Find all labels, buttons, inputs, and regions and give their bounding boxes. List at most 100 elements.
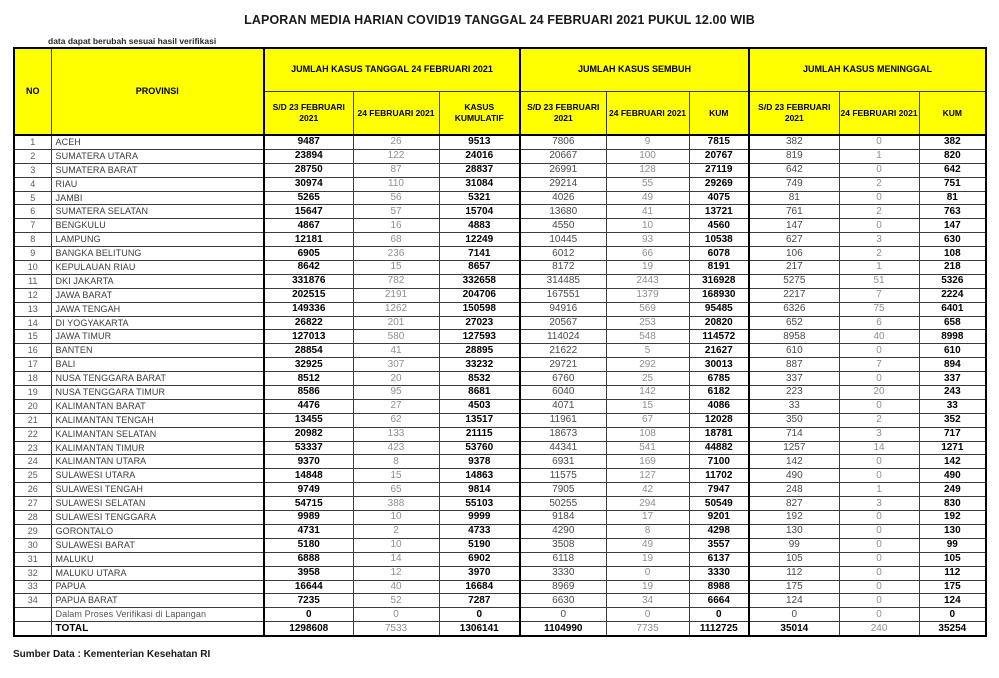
value-cell: 9814 xyxy=(438,482,521,498)
value-cell: 33 xyxy=(918,398,987,414)
value-cell: 6182 xyxy=(688,385,750,400)
value-cell: 7100 xyxy=(688,454,750,470)
value-cell: 5326 xyxy=(918,273,987,289)
value-cell: 0 xyxy=(263,607,354,623)
province-name: BENGKULU xyxy=(50,218,265,234)
value-cell: 7815 xyxy=(688,134,750,150)
province-name: SUMATERA UTARA xyxy=(50,148,265,164)
value-cell: 10445 xyxy=(519,232,607,248)
value-cell: 8586 xyxy=(263,385,354,400)
value-cell: 0 xyxy=(838,537,920,553)
value-cell: 33 xyxy=(748,398,840,414)
value-cell: 29721 xyxy=(519,357,607,373)
value-cell: 105 xyxy=(918,551,987,567)
row-number: 3 xyxy=(13,162,52,178)
value-cell: 2 xyxy=(838,412,920,428)
value-cell: 8191 xyxy=(688,260,750,275)
value-cell: 21115 xyxy=(438,426,521,442)
table-row: 5 JAMBI 5265 56 5321 4026 49 4075 81 0 81 xyxy=(13,190,987,206)
table-row: 21 KALIMANTAN TENGAH 13455 62 13517 11961 67 12… xyxy=(13,412,987,428)
value-cell: 5275 xyxy=(748,273,840,289)
value-cell: 204706 xyxy=(438,287,521,303)
value-cell: 6401 xyxy=(918,301,987,317)
value-cell: 20 xyxy=(838,385,920,400)
province-name: NUSA TENGGARA TIMUR xyxy=(50,385,265,400)
value-cell: 20767 xyxy=(688,148,750,164)
value-cell: 49 xyxy=(605,190,690,206)
value-cell: 6785 xyxy=(688,371,750,387)
value-cell: 763 xyxy=(918,204,987,220)
value-cell: 112 xyxy=(748,565,840,581)
value-cell: 7 xyxy=(838,287,920,303)
value-cell: 332658 xyxy=(438,273,521,289)
value-cell: 29269 xyxy=(688,176,750,192)
value-cell: 0 xyxy=(838,190,920,206)
value-cell: 51 xyxy=(838,273,920,289)
value-cell: 4290 xyxy=(519,523,607,539)
value-cell: 1 xyxy=(838,260,920,275)
value-cell: 55103 xyxy=(438,496,521,512)
value-cell: 0 xyxy=(688,607,750,623)
value-cell: 5265 xyxy=(263,190,354,206)
table-row: 25 SULAWESI UTARA 14848 15 14863 11575 127 1170… xyxy=(13,468,987,484)
col-header-kasus-sd23: S/D 23 FEBRUARI 2021 xyxy=(263,91,354,136)
value-cell: 717 xyxy=(918,426,987,442)
value-cell: 28750 xyxy=(263,162,354,178)
value-cell: 192 xyxy=(748,510,840,525)
province-name: SULAWESI BARAT xyxy=(50,537,265,553)
value-cell: 4883 xyxy=(438,218,521,234)
value-cell: 13517 xyxy=(438,412,521,428)
value-cell: 8657 xyxy=(438,260,521,275)
province-name: NUSA TENGGARA BARAT xyxy=(50,371,265,387)
value-cell: 8 xyxy=(352,454,440,470)
row-number: 16 xyxy=(13,343,52,359)
value-cell: 11702 xyxy=(688,468,750,484)
table-row: 17 BALI 32925 307 33232 29721 292 30013 887 7 894 xyxy=(13,357,987,373)
value-cell: 4731 xyxy=(263,523,354,539)
value-cell: 2443 xyxy=(605,273,690,289)
value-cell: 62 xyxy=(352,412,440,428)
value-cell: 243 xyxy=(918,385,987,400)
table-row: 16 BANTEN 28854 41 28895 21622 5 21627 610 0 610 xyxy=(13,343,987,359)
province-name: KALIMANTAN UTARA xyxy=(50,454,265,470)
value-cell: 1112725 xyxy=(688,621,750,637)
table-row: 9 BANGKA BELITUNG 6905 236 7141 6012 66 6078 106… xyxy=(13,246,987,262)
table-row: 29 GORONTALO 4731 2 4733 4290 8 4298 130 0 130 xyxy=(13,523,987,539)
province-name: KEPULAUAN RIAU xyxy=(50,260,265,275)
value-cell: 10 xyxy=(605,218,690,234)
value-cell: 20982 xyxy=(263,426,354,442)
covid-table-container: NO PROVINSI JUMLAH KASUS TANGGAL 24 FEBR… xyxy=(13,47,988,638)
value-cell: 217 xyxy=(748,260,840,275)
province-name: JAWA TENGAH xyxy=(50,301,265,317)
province-name: SULAWESI TENGAH xyxy=(50,482,265,498)
table-header: NO PROVINSI JUMLAH KASUS TANGGAL 24 FEBR… xyxy=(13,47,987,136)
col-header-meninggal-kum: KUM xyxy=(918,91,987,136)
value-cell: 65 xyxy=(352,482,440,498)
value-cell: 15 xyxy=(605,398,690,414)
value-cell: 2191 xyxy=(352,287,440,303)
value-cell: 67 xyxy=(605,412,690,428)
value-cell: 24016 xyxy=(438,148,521,164)
value-cell: 99 xyxy=(748,537,840,553)
value-cell: 175 xyxy=(918,579,987,595)
row-number: 2 xyxy=(13,148,52,164)
table-row: 1 ACEH 9487 26 9513 7806 9 7815 382 0 382 xyxy=(13,134,987,150)
value-cell: 14863 xyxy=(438,468,521,484)
value-cell: 248 xyxy=(748,482,840,498)
value-cell: 25 xyxy=(605,371,690,387)
row-number: 9 xyxy=(13,246,52,262)
col-header-meninggal-sd23: S/D 23 FEBRUARI 2021 xyxy=(748,91,840,136)
value-cell: 50549 xyxy=(688,496,750,512)
value-cell: 66 xyxy=(605,246,690,262)
row-number: 26 xyxy=(13,482,52,498)
value-cell: 610 xyxy=(748,343,840,359)
value-cell: 569 xyxy=(605,301,690,317)
value-cell: 830 xyxy=(918,496,987,512)
value-cell: 12028 xyxy=(688,412,750,428)
value-cell: 6326 xyxy=(748,301,840,317)
value-cell: 127 xyxy=(605,468,690,484)
value-cell: 0 xyxy=(838,593,920,609)
value-cell: 9184 xyxy=(519,510,607,525)
value-cell: 782 xyxy=(352,273,440,289)
value-cell: 20567 xyxy=(519,315,607,331)
